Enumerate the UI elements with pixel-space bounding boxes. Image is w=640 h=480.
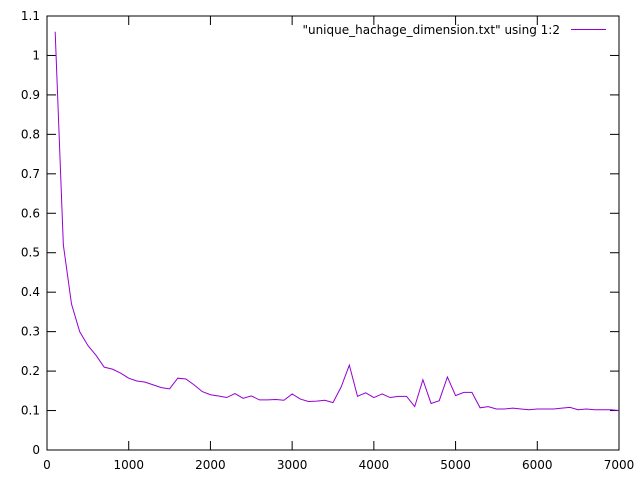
x-axis: 0 1000 2000 3000 4000 5000 6000 7000 <box>43 16 634 472</box>
x-tick-label: 7000 <box>604 458 635 472</box>
legend-label: "unique_hachage_dimension.txt" using 1:2 <box>302 23 560 37</box>
y-tick-label: 0 <box>32 443 40 457</box>
x-tick-label: 4000 <box>359 458 390 472</box>
x-tick-label: 1000 <box>113 458 144 472</box>
y-tick-label: 1 <box>32 48 40 62</box>
plot-frame <box>46 15 620 451</box>
x-tick-label: 2000 <box>195 458 226 472</box>
y-tick-label: 0.1 <box>21 404 40 418</box>
x-tick-label: 3000 <box>277 458 308 472</box>
series-layer <box>54 31 620 412</box>
y-tick-label: 0.2 <box>21 364 40 378</box>
x-tick-label: 5000 <box>440 458 471 472</box>
y-tick-label: 0.4 <box>21 285 40 299</box>
legend: "unique_hachage_dimension.txt" using 1:2 <box>302 23 606 37</box>
y-tick-label: 0.6 <box>21 206 40 220</box>
y-tick-label: 1.1 <box>21 9 40 23</box>
y-tick-label: 0.3 <box>21 325 40 339</box>
x-tick-label: 0 <box>43 458 51 472</box>
y-tick-label: 0.7 <box>21 167 40 181</box>
x-tick-label: 6000 <box>522 458 553 472</box>
y-tick-label: 0.9 <box>21 88 40 102</box>
series-line <box>54 31 620 412</box>
y-tick-label: 0.5 <box>21 246 40 260</box>
y-axis: 0 0.1 0.2 0.3 0.4 0.5 0.6 0.7 0.8 0.9 1 1.1 <box>21 9 619 457</box>
y-tick-label: 0.8 <box>21 127 40 141</box>
